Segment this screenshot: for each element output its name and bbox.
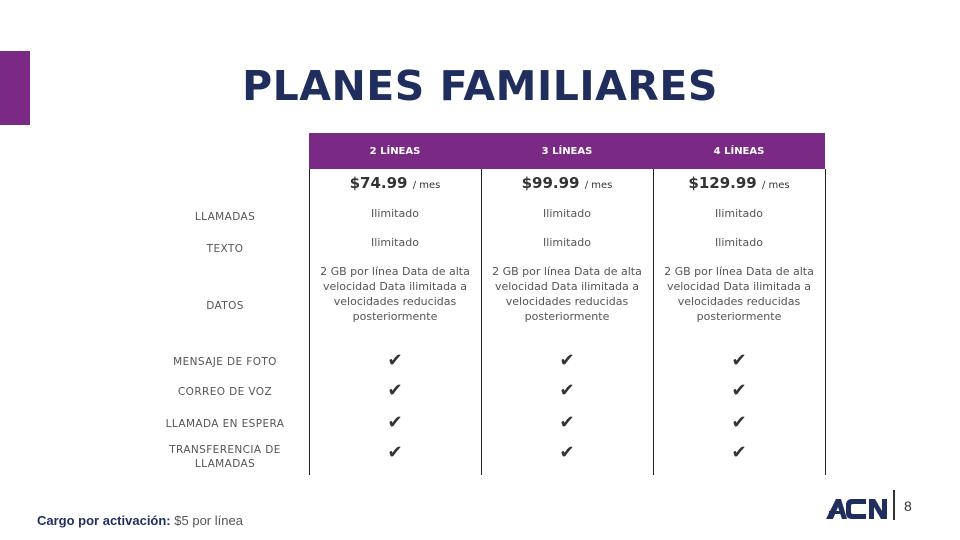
price-period: / mes <box>412 180 441 191</box>
cell-texto-4: Ilimitado <box>715 236 763 249</box>
row-label-llamada-en-espera: LLAMADA EN ESPERA <box>165 418 285 430</box>
checkmark-icon: ✔ <box>731 350 747 370</box>
cell-llamadas-4: Ilimitado <box>715 207 763 220</box>
column-divider <box>653 169 654 475</box>
acn-logo <box>826 499 887 519</box>
price-4-lines: $129.99 / mes <box>653 174 825 192</box>
checkmark-icon: ✔ <box>731 442 747 462</box>
price-2-lines: $74.99 / mes <box>309 174 481 192</box>
column-divider <box>825 169 826 475</box>
plan-header-row: 2 LÍNEAS 3 LÍNEAS 4 LÍNEAS <box>309 133 825 169</box>
price-period: / mes <box>584 180 613 191</box>
checkmark-icon: ✔ <box>559 412 575 432</box>
slide-title: PLANES FAMILIARES <box>242 62 718 110</box>
checkmark-icon: ✔ <box>559 380 575 400</box>
cell-datos-2: 2 GB por línea Data de alta velocidad Da… <box>320 265 470 323</box>
logo-divider <box>893 490 895 520</box>
column-divider <box>309 169 310 475</box>
price-amount: $74.99 <box>349 174 408 192</box>
accent-bar <box>0 51 30 125</box>
checkmark-icon: ✔ <box>559 442 575 462</box>
row-label-correo-de-voz: CORREO DE VOZ <box>177 386 273 398</box>
checkmark-icon: ✔ <box>387 442 403 462</box>
checkmark-icon: ✔ <box>731 380 747 400</box>
checkmark-icon: ✔ <box>387 380 403 400</box>
activation-fee-note: Cargo por activación: $5 por línea <box>37 513 243 528</box>
checkmark-icon: ✔ <box>387 350 403 370</box>
page-number: 8 <box>904 498 912 514</box>
price-period: / mes <box>761 180 790 191</box>
plan-header-2-lines: 2 LÍNEAS <box>369 145 421 157</box>
activation-fee-label: Cargo por activación: <box>37 513 171 528</box>
price-amount: $129.99 <box>688 174 757 192</box>
column-divider <box>481 169 482 475</box>
plan-header-3-lines: 3 LÍNEAS <box>541 145 593 157</box>
cell-llamadas-2: Ilimitado <box>371 207 419 220</box>
row-label-mensaje-de-foto: MENSAJE DE FOTO <box>173 356 277 368</box>
row-label-texto: TEXTO <box>206 243 244 255</box>
plan-header-4-lines: 4 LÍNEAS <box>713 145 765 157</box>
cell-llamadas-3: Ilimitado <box>543 207 591 220</box>
activation-fee-value: $5 por línea <box>174 513 243 528</box>
price-amount: $99.99 <box>521 174 580 192</box>
row-label-transferencia-de-llamadas: TRANSFERENCIA DE LLAMADAS <box>169 444 281 470</box>
cell-datos-4: 2 GB por línea Data de alta velocidad Da… <box>664 265 814 323</box>
cell-texto-3: Ilimitado <box>543 236 591 249</box>
checkmark-icon: ✔ <box>387 412 403 432</box>
checkmark-icon: ✔ <box>731 412 747 432</box>
row-label-llamadas: LLAMADAS <box>194 211 256 223</box>
cell-texto-2: Ilimitado <box>371 236 419 249</box>
price-3-lines: $99.99 / mes <box>481 174 653 192</box>
checkmark-icon: ✔ <box>559 350 575 370</box>
row-label-datos: DATOS <box>206 300 244 312</box>
cell-datos-3: 2 GB por línea Data de alta velocidad Da… <box>492 265 642 323</box>
